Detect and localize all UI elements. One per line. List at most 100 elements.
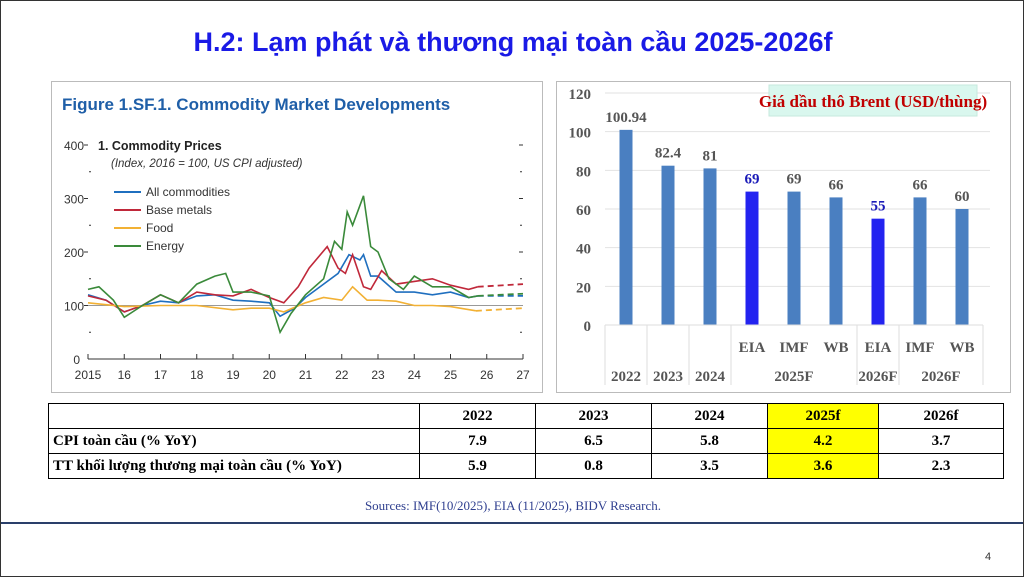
commodity-chart-panel: Figure 1.SF.1. Commodity Market Developm… [51,81,543,393]
bar-value-label: 66 [829,177,845,193]
column-header: 2025f [767,403,879,429]
x-tick-label: 2015 [75,368,102,382]
y-tick-label: 300 [64,193,84,207]
x-tick-label: 21 [299,368,313,382]
table-row: CPI toàn cầu (% YoY) 7.9 6.5 5.8 4.2 3.7 [48,428,1004,454]
y-tick-label: 60 [576,203,591,219]
sources-note: Sources: IMF(10/2025), EIA (11/2025), BI… [364,498,662,513]
bar [871,218,885,325]
y-tick-label: 400 [64,139,84,153]
bar-value-label: 69 [745,172,760,188]
y-tick-label: 0 [73,353,80,367]
column-header: 2024 [651,403,768,429]
column-header: 2023 [535,403,652,429]
bar-value-label: 69 [787,172,802,188]
series-forecast [477,292,524,297]
category-label: EIA [865,340,892,356]
x-tick-label: 24 [408,368,422,382]
table-cell: 2.3 [878,453,1004,479]
bar [745,191,759,325]
table-cell: 6.5 [535,428,652,454]
bar [913,197,927,325]
chart-title: Giá dầu thô Brent (USD/thùng) [759,92,987,111]
macro-table: 2022 2023 2024 2025f 2026f CPI toàn cầu (% Yo… [48,403,1004,479]
column-header: 2026f [878,403,1004,429]
x-tick-label: 16 [118,368,132,382]
chart-title-box [768,84,978,117]
bar [829,197,843,325]
bar [661,165,675,325]
group-label: 2022 [611,369,641,385]
x-tick-label: 19 [226,368,240,382]
group-label: 2024 [695,369,726,385]
table-cell: 5.9 [419,453,536,479]
category-label: IMF [779,340,808,356]
y-tick-label: 40 [576,242,591,258]
x-tick-label: 27 [516,368,530,382]
table-cell: 3.5 [651,453,768,479]
row-label: TT khối lượng thương mại toàn cầu (% YoY… [48,453,420,479]
x-tick-label: 25 [444,368,458,382]
chart-subtitle: 1. Commodity Prices [98,139,222,153]
group-label: 2025F [774,369,813,385]
group-label: 2026F [921,369,960,385]
bar-value-label: 81 [703,148,718,164]
table-cell: 5.8 [651,428,768,454]
chart-note: (Index, 2016 = 100, US CPI adjusted) [111,158,303,170]
commodity-line-chart: Figure 1.SF.1. Commodity Market Developm… [62,95,530,382]
y-tick-label: 20 [576,280,591,296]
group-label: 2026F [858,369,897,385]
category-label: EIA [739,340,766,356]
table-row: TT khối lượng thương mại toàn cầu (% YoY… [48,453,1004,479]
bar-value-label: 82.4 [655,146,682,162]
page-number: 4 [985,551,992,563]
x-tick-label: 26 [480,368,494,382]
table-cell: 7.9 [419,428,536,454]
legend-label: Food [146,221,173,235]
footer-divider [1,522,1023,524]
brent-chart-panel: 0 20 40 60 80 100 120 Giá dầu thô Brent (USD/th… [556,81,1011,393]
category-label: WB [823,340,848,356]
brent-bar-chart: 0 20 40 60 80 100 120 Giá dầu thô Brent (USD/th… [569,84,990,385]
column-header [48,403,420,429]
bar [703,168,717,325]
bar [619,129,633,325]
series-line-all-commodities [87,252,478,318]
y-tick-label: 100 [569,126,592,142]
table-header-row: 2022 2023 2024 2025f 2026f [48,403,1004,429]
bar-value-label: 60 [955,189,970,205]
legend-label: Energy [146,239,184,253]
x-tick-label: 20 [263,368,277,382]
chart-title: Figure 1.SF.1. Commodity Market Developm… [62,95,450,114]
series-line-food [87,285,477,313]
legend-label: Base metals [146,203,212,217]
category-label: WB [949,340,974,356]
x-tick-label: 17 [154,368,168,382]
group-label: 2023 [653,369,683,385]
series-forecast [477,283,524,288]
category-label: IMF [905,340,934,356]
bar-value-label: 55 [871,199,886,215]
y-tick-label: 80 [576,164,591,180]
y-tick-label: 0 [584,319,592,335]
bar [787,191,801,325]
column-header: 2022 [419,403,536,429]
x-tick-label: 23 [371,368,385,382]
series-line-energy [87,195,478,335]
series-forecast [475,307,524,312]
row-label: CPI toàn cầu (% YoY) [48,428,420,454]
bar [955,209,969,325]
y-tick-label: 200 [64,246,84,260]
y-tick-label: 120 [569,87,592,103]
x-tick-label: 18 [190,368,204,382]
table-cell: 0.8 [535,453,652,479]
slide-title: H.2: Lạm phát và thương mại toàn cầu 202… [193,27,833,57]
bar-value-label: 66 [913,177,929,193]
y-tick-label: 100 [64,300,84,314]
table-cell: 4.2 [767,428,879,454]
bar-value-label: 100.94 [605,110,647,126]
table-cell: 3.6 [767,453,879,479]
table-cell: 3.7 [878,428,1004,454]
legend-label: All commodities [146,185,230,199]
